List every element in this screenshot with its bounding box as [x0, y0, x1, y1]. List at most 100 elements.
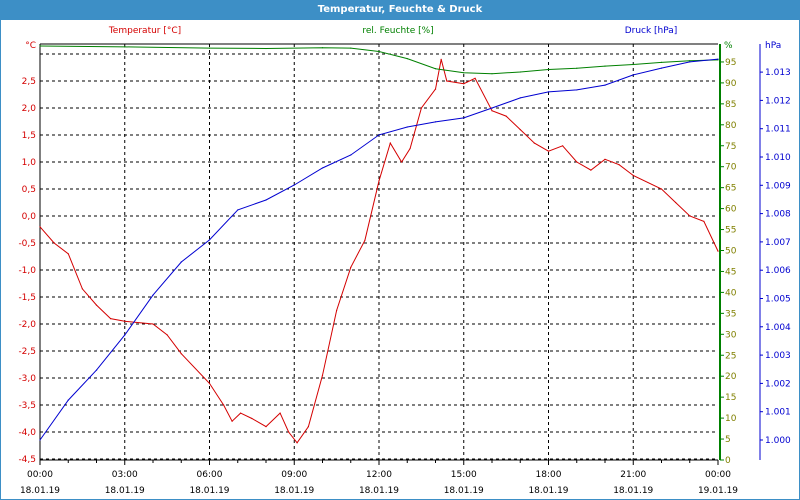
humidity-tick-label: 30: [725, 330, 737, 340]
pressure-tick-label: 1.011: [765, 125, 791, 135]
temperature-point: [660, 188, 663, 190]
window-title: Temperatur, Feuchte & Druck: [1, 1, 799, 20]
left-tick-label: -4,0: [18, 428, 36, 438]
humidity-tick-label: 70: [725, 163, 737, 173]
pressure-tick-label: 1.000: [765, 436, 791, 446]
humidity-point: [689, 60, 691, 62]
temperature-point: [505, 115, 507, 117]
temperature-point: [110, 318, 112, 320]
humidity-tick-label: 25: [725, 351, 736, 361]
temperature-point: [533, 142, 535, 144]
temperature-point: [288, 431, 290, 433]
pressure-tick-label: 1.009: [765, 181, 791, 191]
left-tick-label: -0,5: [18, 239, 36, 249]
pressure-point: [152, 294, 154, 296]
humidity-tick-label: 45: [725, 267, 736, 277]
x-tick-time: 00:00: [705, 470, 731, 480]
temperature-line: [39, 59, 719, 444]
x-tick-time: 03:00: [112, 470, 138, 480]
humidity-point: [576, 67, 578, 69]
x-tick-time: 00:00: [27, 470, 53, 480]
left-tick-label: 0,0: [22, 212, 37, 222]
humidity-point: [378, 50, 380, 53]
pressure-tick-label: 1.003: [765, 351, 791, 361]
pressure-tick-label: 1.008: [765, 210, 791, 220]
temperature-point: [279, 412, 281, 414]
humidity-tick-label: 55: [725, 226, 736, 236]
humidity-tick-label: 0: [725, 456, 731, 466]
pressure-point: [124, 334, 126, 336]
x-tick-date: 18.01.19: [528, 486, 568, 496]
humidity-tick-label: 85: [725, 100, 736, 110]
pressure-tick-label: 1.002: [765, 379, 791, 389]
temperature-point: [67, 253, 69, 255]
temperature-point: [231, 420, 233, 422]
temperature-point: [519, 129, 521, 131]
legend-pressure: Druck [hPa]: [625, 26, 678, 36]
temperature-point: [463, 83, 465, 85]
humidity-tick-label: 15: [725, 393, 736, 403]
humidity-tick-label: 35: [725, 309, 736, 319]
humidity-tick-label: 20: [725, 372, 737, 382]
x-tick-date: 18.01.19: [359, 486, 399, 496]
x-tick-date: 18.01.19: [274, 486, 314, 496]
pressure-point: [547, 91, 550, 93]
temperature-point: [618, 164, 620, 166]
pressure-point: [576, 89, 578, 91]
temperature-point: [265, 426, 267, 428]
temperature-point: [409, 147, 411, 150]
x-tick-time: 12:00: [366, 470, 392, 480]
left-tick-label: 0,5: [22, 185, 36, 195]
temperature-point: [251, 417, 253, 420]
left-tick-label: 1,5: [22, 131, 36, 141]
pressure-point: [321, 167, 324, 169]
temperature-point: [296, 442, 298, 444]
pressure-tick-label: 1.005: [765, 295, 791, 305]
pressure-point: [67, 399, 69, 401]
temperature-point: [446, 80, 448, 82]
pressure-tick-label: 1.007: [765, 238, 791, 248]
pressure-tick-label: 1.001: [765, 408, 791, 418]
humidity-point: [463, 72, 465, 74]
pressure-point: [237, 209, 239, 211]
left-tick-label: -1,5: [18, 293, 36, 303]
temperature-point: [350, 266, 352, 268]
temperature-point: [364, 239, 366, 241]
x-tick-time: 06:00: [197, 470, 223, 480]
x-tick-time: 18:00: [536, 470, 562, 480]
pressure-point: [406, 126, 408, 128]
humidity-point: [406, 57, 408, 60]
temperature-point: [703, 220, 705, 222]
pressure-tick-label: 1.004: [765, 323, 791, 333]
pressure-point: [660, 67, 663, 69]
temperature-point: [95, 304, 98, 306]
temperature-point: [675, 201, 677, 204]
pressure-tick-label: 1.013: [765, 68, 791, 78]
temperature-point: [152, 323, 154, 325]
x-tick-date: 18.01.19: [613, 486, 653, 496]
humidity-point: [604, 65, 606, 67]
temperature-point: [604, 158, 606, 160]
humidity-point: [39, 45, 41, 47]
temperature-point: [166, 334, 168, 336]
left-tick-label: -2,0: [18, 320, 36, 330]
left-axis-unit: °C: [25, 41, 36, 51]
pressure-point: [463, 117, 465, 119]
humidity-point: [632, 63, 634, 66]
humidity-tick-label: 60: [725, 205, 737, 215]
left-tick-label: -3,0: [18, 374, 36, 384]
humidity-point: [124, 46, 126, 48]
pressure-point: [180, 261, 182, 263]
x-tick-date: 18.01.19: [189, 486, 229, 496]
pressure-point: [717, 58, 719, 60]
humidity-point: [491, 73, 493, 75]
x-tick-date: 18.01.19: [105, 486, 145, 496]
humidity-point: [519, 71, 521, 73]
x-tick-time: 15:00: [451, 470, 477, 480]
left-tick-label: 2,5: [22, 77, 36, 87]
pressure-point: [293, 184, 295, 186]
left-tick-label: 2,0: [22, 104, 37, 114]
temperature-point: [420, 107, 422, 109]
temperature-point: [576, 161, 578, 163]
x-tick-date: 18.01.19: [444, 486, 484, 496]
